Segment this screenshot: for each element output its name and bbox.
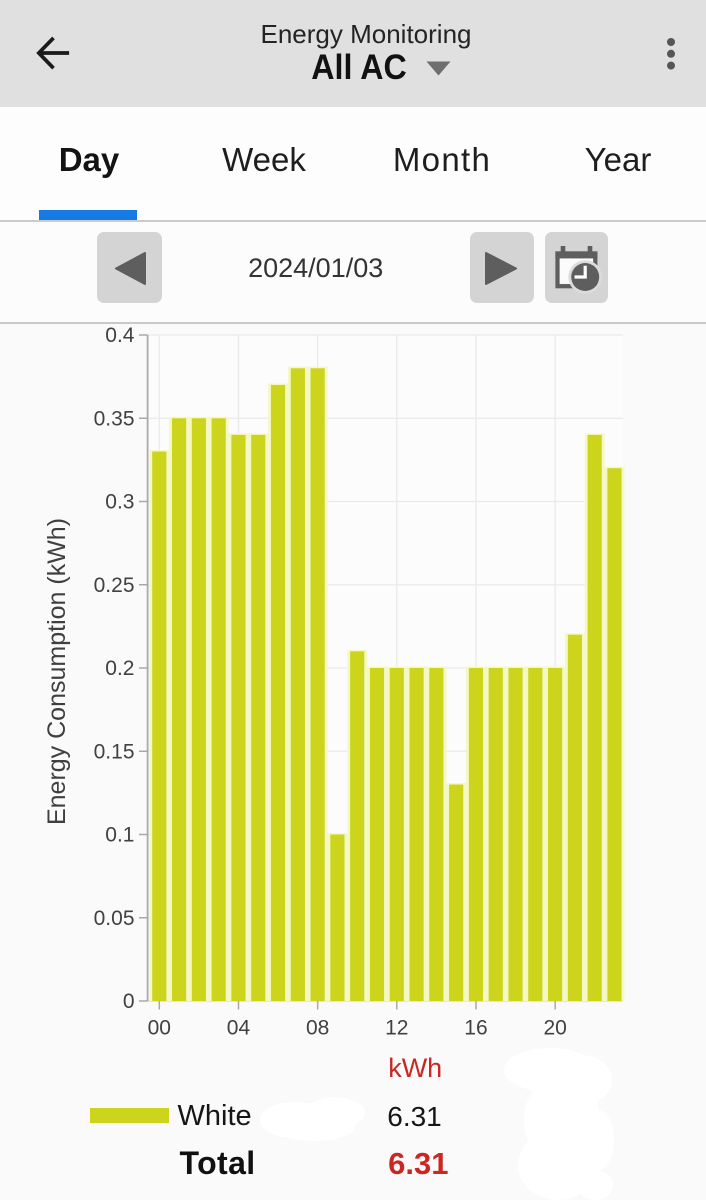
svg-text:Energy Consumption (kWh): Energy Consumption (kWh) [43,518,71,825]
svg-text:08: 08 [306,1017,329,1040]
svg-text:0.4: 0.4 [105,324,135,347]
svg-text:0: 0 [123,990,135,1013]
svg-text:0.25: 0.25 [94,574,135,597]
svg-text:00: 00 [148,1017,171,1040]
svg-text:0.05: 0.05 [94,907,135,930]
svg-text:0.1: 0.1 [105,824,134,847]
svg-text:0.3: 0.3 [105,491,134,514]
svg-text:20: 20 [543,1017,566,1040]
svg-text:0.15: 0.15 [94,740,135,763]
svg-text:0.2: 0.2 [105,657,134,680]
svg-text:16: 16 [464,1017,487,1040]
svg-text:12: 12 [385,1017,408,1040]
svg-text:0.35: 0.35 [94,407,135,430]
svg-text:04: 04 [227,1017,251,1040]
